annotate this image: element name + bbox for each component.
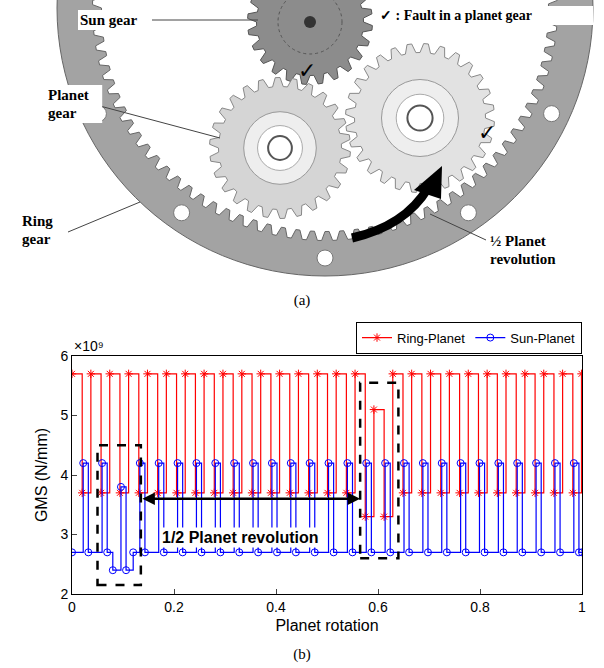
svg-text:Planet rotation: Planet rotation <box>275 617 378 634</box>
svg-text:Ring-Planet: Ring-Planet <box>397 331 465 346</box>
svg-text:revolution: revolution <box>490 251 556 267</box>
svg-text:0.2: 0.2 <box>164 599 184 615</box>
svg-text:gear: gear <box>22 231 51 247</box>
svg-text:½ Planet: ½ Planet <box>490 233 546 249</box>
svg-text:3: 3 <box>60 526 68 542</box>
svg-text:0.6: 0.6 <box>368 599 388 615</box>
svg-text:0: 0 <box>68 599 76 615</box>
svg-text:0.8: 0.8 <box>470 599 490 615</box>
svg-text:✓ : Fault in a planet gear: ✓ : Fault in a planet gear <box>380 8 532 23</box>
svg-text:Sun gear: Sun gear <box>80 12 137 28</box>
html-text:(a): (a) <box>293 292 311 308</box>
svg-text:6: 6 <box>60 348 68 364</box>
svg-text:1: 1 <box>578 599 586 615</box>
svg-text:2: 2 <box>60 586 68 602</box>
svg-text:GMS (N/mm): GMS (N/mm) <box>33 428 50 522</box>
svg-text:1/2 Planet revolution: 1/2 Planet revolution <box>162 529 318 546</box>
svg-text:Sun-Planet: Sun-Planet <box>510 331 575 346</box>
svg-text:4: 4 <box>60 467 68 483</box>
svg-text:×10⁹: ×10⁹ <box>74 338 104 354</box>
svg-text:✓: ✓ <box>298 58 316 83</box>
svg-text:Planet: Planet <box>48 87 89 103</box>
svg-text:✓: ✓ <box>478 120 496 145</box>
svg-text:0.4: 0.4 <box>266 599 286 615</box>
svg-text:Ring: Ring <box>22 213 53 229</box>
svg-text:5: 5 <box>60 407 68 423</box>
html-text:(b): (b) <box>293 646 311 662</box>
svg-text:gear: gear <box>48 105 77 121</box>
